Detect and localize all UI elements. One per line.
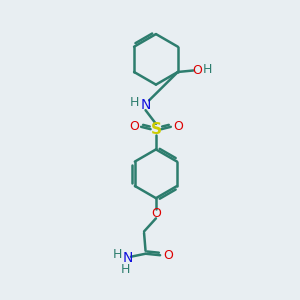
Text: H: H <box>130 96 139 109</box>
Text: S: S <box>150 122 161 137</box>
Text: O: O <box>173 120 183 133</box>
Text: O: O <box>129 120 139 133</box>
Text: H: H <box>121 263 130 276</box>
Text: N: N <box>140 98 151 112</box>
Text: O: O <box>192 64 202 77</box>
Text: N: N <box>122 251 133 265</box>
Text: H: H <box>202 63 212 76</box>
Text: O: O <box>151 207 161 220</box>
Text: O: O <box>163 249 173 262</box>
Text: H: H <box>112 248 122 261</box>
